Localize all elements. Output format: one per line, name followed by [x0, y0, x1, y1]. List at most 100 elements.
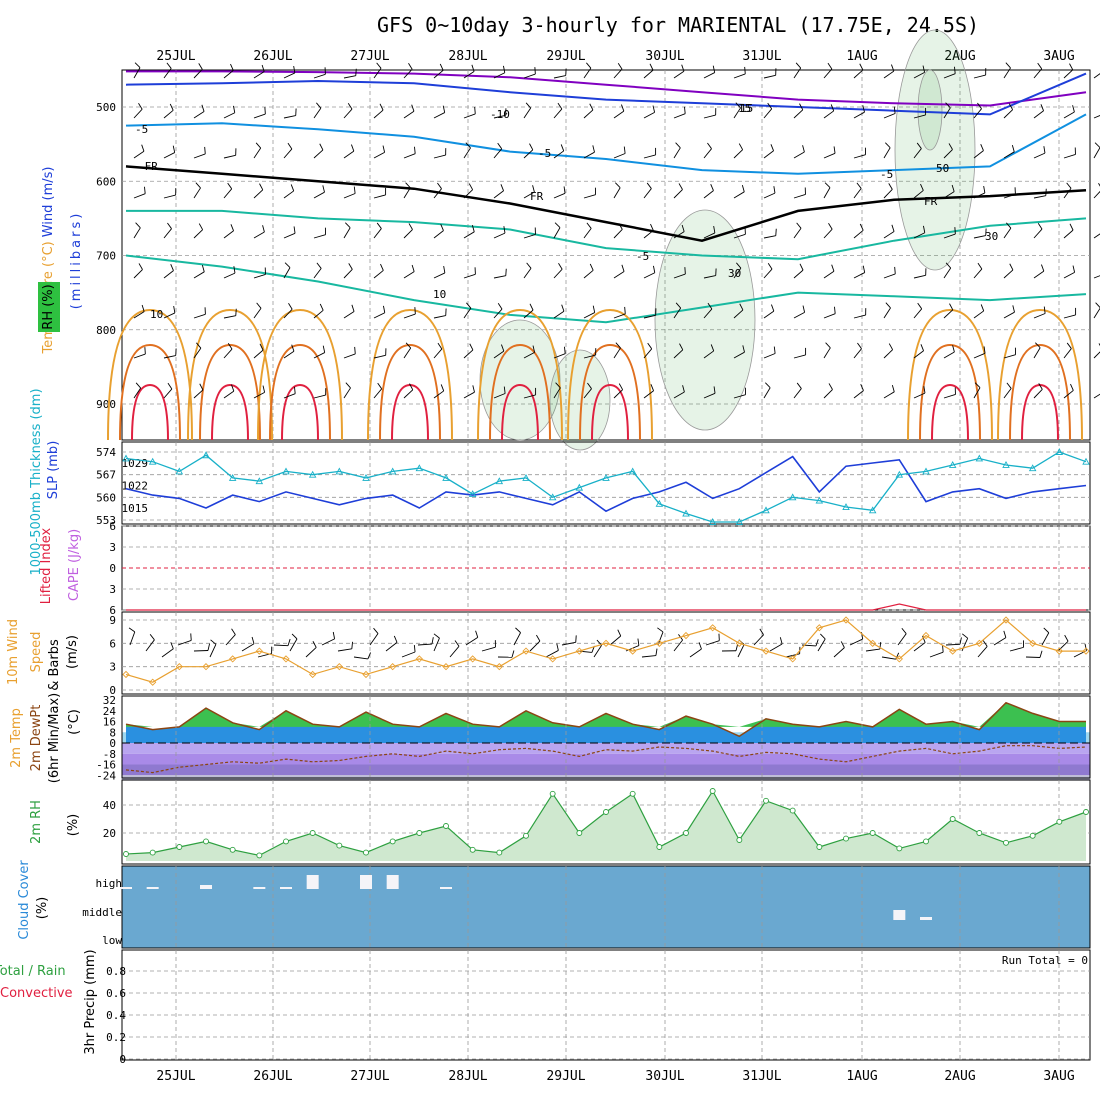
wind-speed-point	[815, 624, 823, 632]
rh-point	[123, 851, 129, 857]
wind-barb	[1063, 69, 1074, 79]
wind-barb	[163, 388, 173, 399]
wind-barb	[913, 350, 924, 359]
thickness-point	[495, 477, 504, 485]
thickness-point	[815, 496, 824, 504]
wind-barb	[443, 265, 446, 274]
wind-speed-point	[629, 647, 637, 655]
wind-barb	[613, 68, 623, 79]
wind-barb	[954, 66, 956, 74]
surface-wind-barb	[617, 629, 622, 637]
wind-barb	[133, 387, 142, 399]
surface-wind-barb	[961, 633, 968, 639]
wind-barb	[1072, 105, 1075, 113]
contour-label: -5	[135, 123, 148, 136]
wind-barb	[1070, 383, 1074, 391]
wind-barb	[1093, 275, 1100, 279]
wind-barb	[1069, 63, 1074, 71]
surface-wind-barb	[840, 641, 845, 648]
wind-barb	[313, 268, 322, 279]
cloud-level-tick: high	[96, 877, 123, 890]
date-label: 30JUL	[645, 49, 684, 64]
thickness-tick: 574	[96, 446, 116, 459]
wind-barb	[703, 190, 714, 199]
wind-barb	[802, 145, 805, 153]
wind-barb	[713, 386, 716, 394]
wind-barb	[135, 222, 141, 229]
wind-barb	[166, 62, 172, 69]
wind-barb	[592, 305, 596, 313]
wind-speed-point	[1082, 647, 1090, 655]
wind-barb	[523, 107, 532, 119]
date-label: 3AUG	[1043, 1069, 1074, 1084]
thickness-point	[708, 518, 717, 525]
wind-barb	[1003, 109, 1013, 119]
wind-barb	[373, 354, 386, 359]
rh-point	[656, 844, 663, 850]
high-cloud-bar	[200, 885, 212, 889]
thickness-point	[308, 470, 317, 478]
wind-barb	[1093, 190, 1100, 199]
date-label: 30JUL	[645, 1069, 684, 1084]
wind-barb	[403, 68, 413, 79]
wind-barb	[703, 350, 714, 359]
surface-wind-barb	[901, 627, 907, 634]
wind-barb	[403, 229, 413, 239]
wind-barb	[437, 182, 442, 189]
wind-barb	[253, 391, 265, 399]
wind-label: Wind (m/s)	[41, 167, 56, 238]
wind-barb	[313, 234, 326, 239]
date-label: 27JUL	[350, 49, 389, 64]
surface-wind-barb	[1009, 646, 1024, 652]
wind-barb	[973, 150, 984, 159]
surface-wind-barb	[393, 635, 398, 643]
wind-barb	[733, 233, 746, 239]
surface-wind-barb	[977, 646, 988, 658]
date-label: 1AUG	[846, 49, 877, 64]
wind-barb	[463, 349, 474, 359]
wind-barb	[793, 311, 805, 319]
wind-barb	[223, 230, 234, 239]
wind-barb	[201, 104, 205, 112]
wind-barb	[163, 355, 176, 359]
rh2m-frame	[121, 779, 1091, 865]
contour-label: 10	[150, 308, 163, 321]
wind-barb	[1093, 147, 1100, 159]
wind-barb	[883, 113, 896, 119]
wind-barb	[133, 311, 145, 319]
surface-wind-barb	[833, 647, 845, 658]
rh-point	[203, 838, 209, 845]
temp2m-title: 2m Temp	[9, 708, 24, 768]
wind-barb	[553, 353, 566, 359]
thickness-point	[362, 473, 370, 481]
wind-barb	[1033, 389, 1043, 399]
wind-speed-point	[602, 639, 610, 647]
wind-barb	[823, 389, 833, 399]
wind-barb	[497, 302, 503, 310]
wind-barb	[1011, 144, 1015, 152]
wind-barb	[613, 110, 625, 119]
wind-barb	[1033, 152, 1046, 159]
wind-barb	[193, 389, 204, 399]
wind-barb	[893, 106, 896, 114]
surface-wind-barb	[170, 642, 174, 649]
surface-wind-barb	[657, 627, 664, 633]
wind-barb	[1063, 229, 1074, 239]
wind-barb	[945, 102, 951, 109]
surface-wind-barb	[454, 640, 460, 647]
wind-tick: 6	[109, 637, 116, 650]
wind-barb	[1003, 193, 1016, 199]
rh-point	[229, 846, 236, 853]
surface-wind-barb	[673, 639, 683, 652]
wind-barb	[763, 353, 776, 359]
wind-barb	[771, 304, 775, 312]
wind-barb	[1033, 68, 1043, 79]
wind-barb	[1093, 233, 1100, 239]
surface-wind-barb	[769, 643, 783, 652]
wind-barb	[977, 262, 983, 270]
surface-wind-barb	[129, 631, 136, 646]
temp-band	[122, 753, 1090, 765]
wind-barb	[883, 147, 891, 159]
surface-wind-barb	[241, 643, 255, 652]
